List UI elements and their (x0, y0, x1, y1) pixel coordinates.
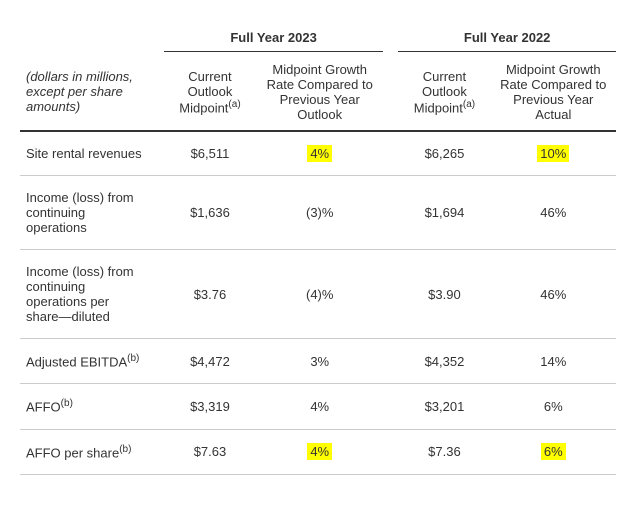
growth-2022: 6% (491, 384, 616, 429)
empty-header (20, 20, 149, 52)
growth-2023: 4% (256, 429, 383, 474)
row-label: AFFO(b) (20, 384, 149, 429)
row-label: Site rental revenues (20, 131, 149, 176)
row-label: Income (loss) from continuing operations… (20, 250, 149, 339)
table-row: Income (loss) from continuing operations… (20, 250, 616, 339)
value-2022: $1,694 (398, 176, 490, 250)
value-2022: $4,352 (398, 339, 490, 384)
outlook-2022-header: Current Outlook Midpoint(a) (398, 52, 490, 132)
growth-2022: 46% (491, 250, 616, 339)
growth-2023: 4% (256, 131, 383, 176)
value-2023: $3,319 (164, 384, 256, 429)
value-2022: $3,201 (398, 384, 490, 429)
table-row: Income (loss) from continuing operations… (20, 176, 616, 250)
growth-2023: (4)% (256, 250, 383, 339)
value-2022: $6,265 (398, 131, 490, 176)
growth-2022: 14% (491, 339, 616, 384)
year-2022-header: Full Year 2022 (398, 20, 616, 52)
value-2023: $7.63 (164, 429, 256, 474)
growth-2023: 3% (256, 339, 383, 384)
growth-2023: 4% (256, 384, 383, 429)
table-row: Adjusted EBITDA(b) $4,4723% $4,35214% (20, 339, 616, 384)
growth-2022: 46% (491, 176, 616, 250)
value-2022: $3.90 (398, 250, 490, 339)
value-2023: $4,472 (164, 339, 256, 384)
value-2023: $3.76 (164, 250, 256, 339)
row-label: Adjusted EBITDA(b) (20, 339, 149, 384)
row-label: AFFO per share(b) (20, 429, 149, 474)
growth-2022-header: Midpoint Growth Rate Compared to Previou… (491, 52, 616, 132)
growth-2022: 10% (491, 131, 616, 176)
growth-2023-header: Midpoint Growth Rate Compared to Previou… (256, 52, 383, 132)
table-row: Site rental revenues $6,5114% $6,26510% (20, 131, 616, 176)
row-label-header: (dollars in millions, except per share a… (20, 52, 149, 132)
financial-outlook-table: Full Year 2023 Full Year 2022 (dollars i… (20, 20, 616, 475)
value-2022: $7.36 (398, 429, 490, 474)
growth-2023: (3)% (256, 176, 383, 250)
growth-2022: 6% (491, 429, 616, 474)
table-row: AFFO(b) $3,3194% $3,2016% (20, 384, 616, 429)
value-2023: $1,636 (164, 176, 256, 250)
row-label: Income (loss) from continuing operations (20, 176, 149, 250)
outlook-2023-header: Current Outlook Midpoint(a) (164, 52, 256, 132)
table-row: AFFO per share(b) $7.634% $7.366% (20, 429, 616, 474)
year-2023-header: Full Year 2023 (164, 20, 383, 52)
value-2023: $6,511 (164, 131, 256, 176)
